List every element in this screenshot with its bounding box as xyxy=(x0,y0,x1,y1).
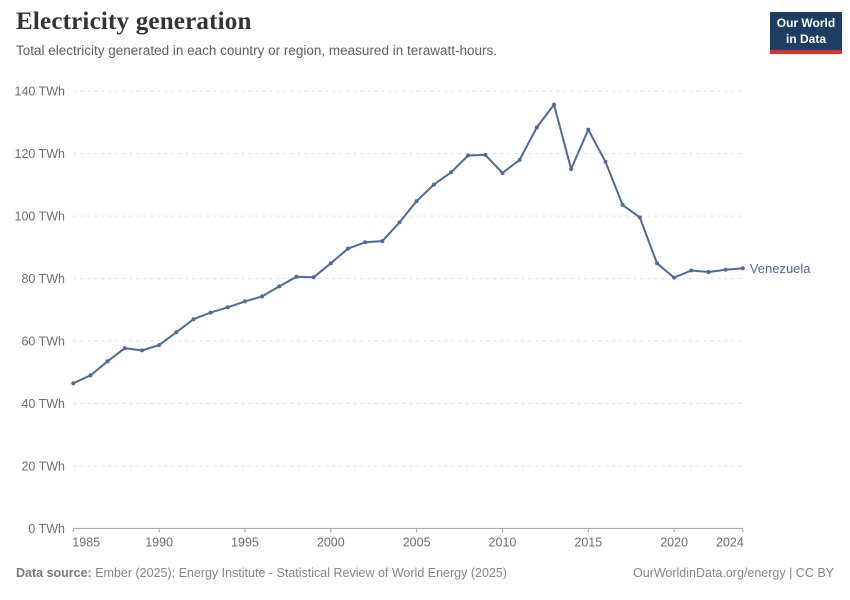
x-tick-label: 1990 xyxy=(145,535,173,549)
data-point[interactable] xyxy=(277,284,282,289)
data-point[interactable] xyxy=(328,261,333,266)
data-point[interactable] xyxy=(157,343,162,348)
data-point[interactable] xyxy=(603,159,608,164)
data-point[interactable] xyxy=(174,330,179,335)
x-tick-label: 2005 xyxy=(403,535,431,549)
data-point[interactable] xyxy=(534,125,539,130)
data-point[interactable] xyxy=(363,240,368,245)
data-point[interactable] xyxy=(517,157,522,162)
data-point[interactable] xyxy=(620,202,625,207)
x-tick-label: 2010 xyxy=(489,535,517,549)
x-tick-label: 2015 xyxy=(574,535,602,549)
chart-subtitle: Total electricity generated in each coun… xyxy=(16,43,497,58)
data-point[interactable] xyxy=(88,373,93,378)
y-tick-label: 100 TWh xyxy=(15,210,66,224)
data-point[interactable] xyxy=(740,266,745,271)
x-tick-label: 2024 xyxy=(716,535,744,549)
chart-footer: Data source: Ember (2025); Energy Instit… xyxy=(16,566,834,580)
data-point[interactable] xyxy=(483,152,488,157)
data-point[interactable] xyxy=(191,317,196,322)
x-tick-label: 2000 xyxy=(317,535,345,549)
data-point[interactable] xyxy=(466,153,471,158)
y-tick-label: 40 TWh xyxy=(21,397,65,411)
x-tick-label: 1995 xyxy=(231,535,259,549)
y-tick-label: 0 TWh xyxy=(28,522,65,536)
data-point[interactable] xyxy=(414,199,419,204)
data-point[interactable] xyxy=(397,220,402,225)
data-source-text: Ember (2025); Energy Institute - Statist… xyxy=(91,566,507,580)
owid-logo[interactable]: Our World in Data xyxy=(770,12,842,55)
data-point[interactable] xyxy=(294,274,299,279)
data-point[interactable] xyxy=(225,305,230,310)
data-point[interactable] xyxy=(449,170,453,175)
series-line[interactable] xyxy=(72,103,744,385)
data-point[interactable] xyxy=(569,167,574,171)
data-point[interactable] xyxy=(689,268,694,273)
data-point[interactable] xyxy=(71,381,76,386)
y-tick-label: 80 TWh xyxy=(21,272,65,286)
series-label[interactable]: Venezuela xyxy=(750,261,811,276)
data-point[interactable] xyxy=(586,127,591,132)
data-point[interactable] xyxy=(122,346,127,351)
page-title: Electricity generation xyxy=(16,8,252,35)
data-point[interactable] xyxy=(431,182,436,187)
data-point[interactable] xyxy=(208,310,213,315)
x-tick-label: 1985 xyxy=(72,535,100,549)
data-point[interactable] xyxy=(500,171,505,175)
data-source: Data source: Ember (2025); Energy Instit… xyxy=(16,566,507,580)
data-point[interactable] xyxy=(140,348,144,353)
x-tick-label: 2020 xyxy=(660,535,688,549)
data-point[interactable] xyxy=(706,270,711,274)
logo-line1: Our World xyxy=(776,16,836,30)
data-point[interactable] xyxy=(672,275,677,280)
data-point[interactable] xyxy=(380,239,385,244)
y-tick-label: 120 TWh xyxy=(15,147,66,161)
chart-header: Electricity generation Total electricity… xyxy=(16,8,497,58)
data-point[interactable] xyxy=(723,267,728,272)
data-point[interactable] xyxy=(105,359,110,364)
data-point[interactable] xyxy=(243,299,247,304)
data-point[interactable] xyxy=(637,215,642,220)
data-point[interactable] xyxy=(311,275,316,280)
y-tick-label: 60 TWh xyxy=(21,335,65,349)
logo-line2: in Data xyxy=(785,31,826,46)
y-tick-label: 20 TWh xyxy=(21,459,65,473)
data-source-label: Data source: xyxy=(16,566,92,580)
data-point[interactable] xyxy=(655,261,659,266)
y-tick-label: 140 TWh xyxy=(15,85,66,99)
data-point[interactable] xyxy=(346,246,350,251)
footer-links[interactable]: OurWorldinData.org/energy | CC BY xyxy=(632,566,834,580)
data-point[interactable] xyxy=(552,102,556,107)
chart-canvas[interactable]: 0 TWh 20 TWh 40 TWh 60 TWh 80 TWh 100 TWh 120 … xyxy=(0,0,850,560)
data-point[interactable] xyxy=(260,294,265,299)
